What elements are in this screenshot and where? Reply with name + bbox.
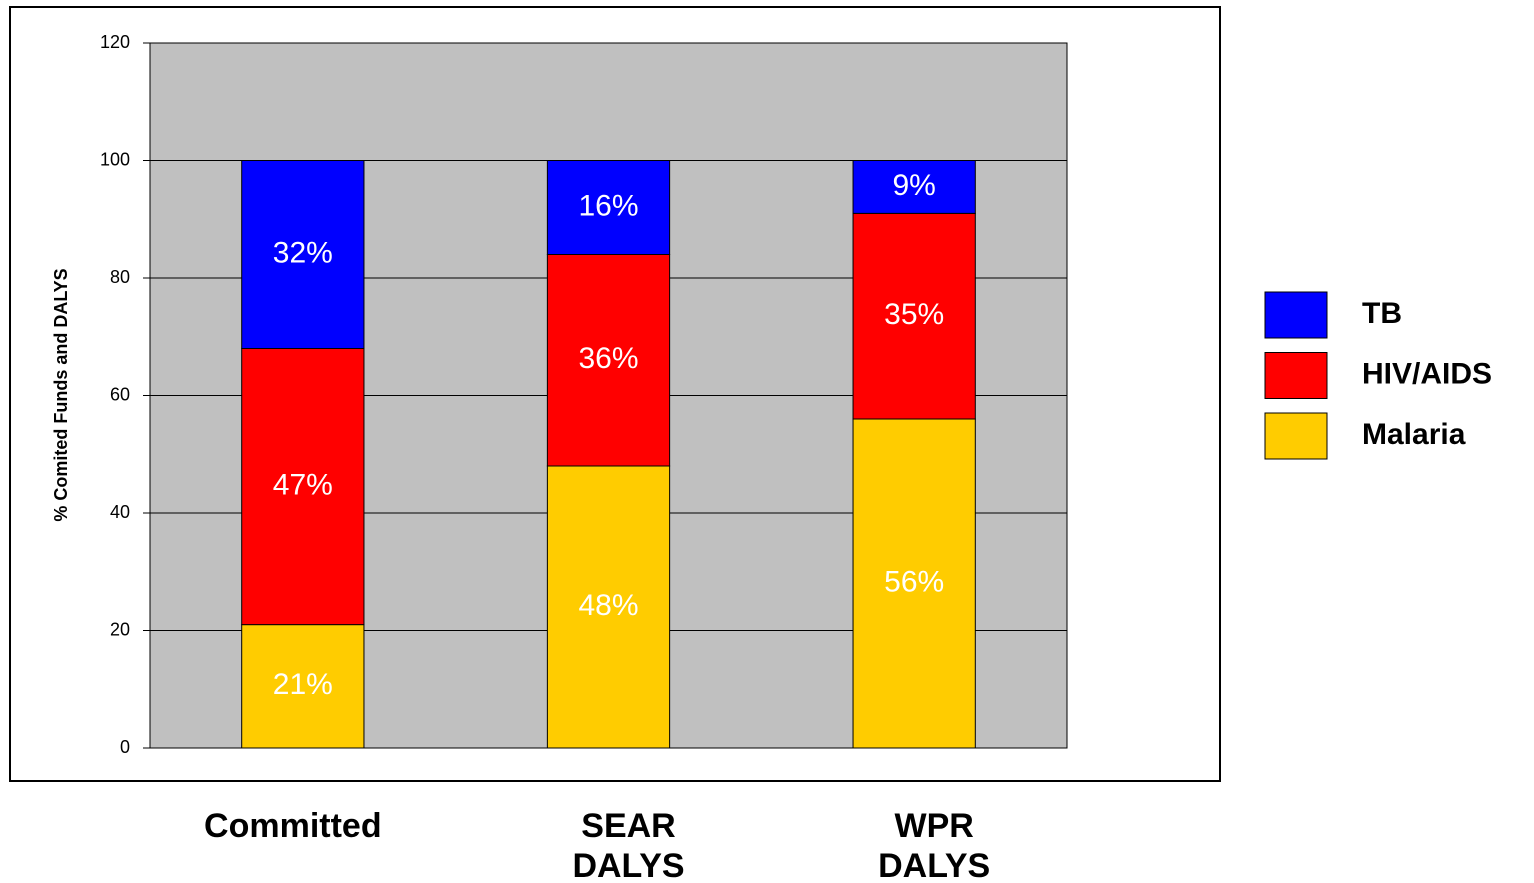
bar-segment [852, 160, 976, 214]
y-tick-label: 20 [110, 619, 130, 639]
bar-segment [852, 418, 976, 749]
bar-segment [241, 624, 365, 749]
bar-segment [241, 348, 365, 626]
y-tick-label: 120 [100, 32, 130, 52]
legend-label: TB [1362, 297, 1402, 330]
x-tick-label: WPR DALYS [878, 807, 991, 883]
bar-segment [546, 160, 671, 255]
y-axis-label: % Comited Funds and DALYS [51, 268, 71, 521]
bar-segment [241, 160, 365, 349]
value-label: 9% [892, 169, 935, 202]
value-label: 48% [578, 589, 638, 622]
legend-label: HIV/AIDS [1362, 357, 1492, 390]
x-tick-label: SEAR DALYS [572, 807, 685, 883]
value-label: 56% [884, 565, 944, 598]
legend-swatch [1264, 352, 1328, 399]
value-label: 32% [273, 236, 333, 269]
legend-swatch [1264, 291, 1328, 339]
bar-segment [546, 254, 671, 467]
value-label: 21% [273, 668, 333, 701]
legend-label: Malaria [1362, 418, 1466, 451]
value-label: 47% [273, 468, 333, 501]
bar-segment [852, 212, 976, 420]
y-tick-label: 0 [120, 737, 130, 757]
y-tick-label: 80 [110, 267, 130, 287]
y-tick-label: 60 [110, 384, 130, 404]
legend-swatch [1264, 412, 1328, 460]
bar-segment [546, 465, 671, 749]
value-label: 36% [578, 342, 638, 375]
y-tick-label: 40 [110, 502, 130, 522]
value-label: 35% [884, 298, 944, 331]
x-tick-label: Committed [204, 807, 382, 845]
value-label: 16% [578, 189, 638, 222]
y-tick-label: 100 [100, 149, 130, 169]
